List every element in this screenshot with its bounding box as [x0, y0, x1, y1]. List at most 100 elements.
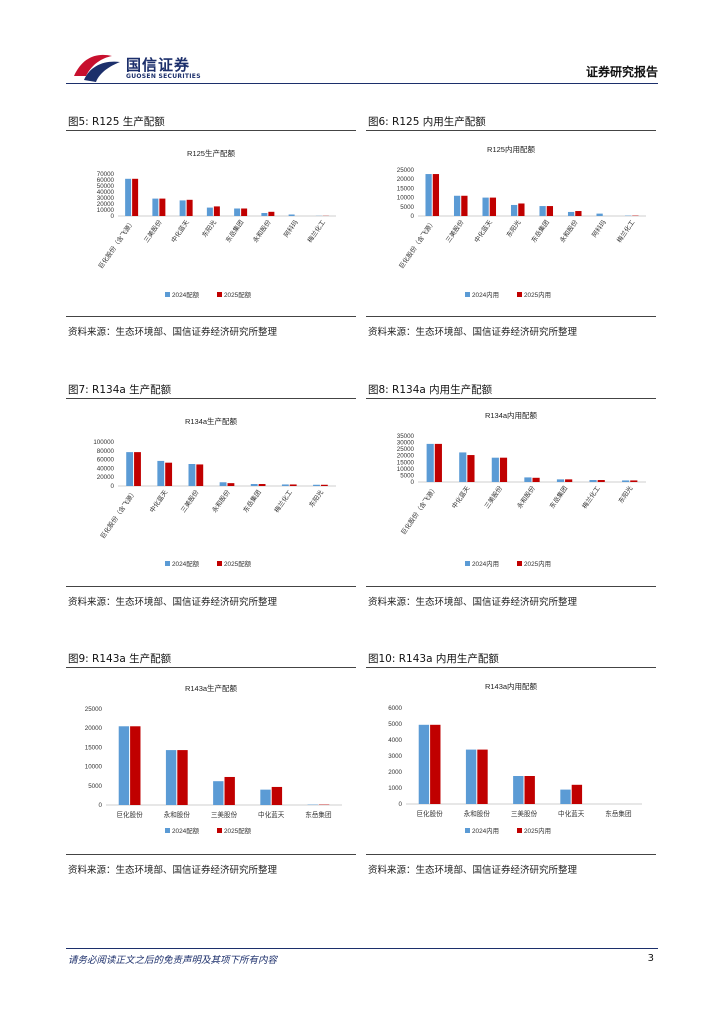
- bar-series-2025: [213, 206, 220, 216]
- logo-english-name: GUOSEN SECURITIES: [126, 73, 201, 80]
- bar-series-2024: [125, 178, 132, 216]
- x-tick-label: 阿科玛: [590, 218, 608, 239]
- x-tick-label: 梅兰化工: [305, 217, 327, 244]
- legend-label: 2025内用: [524, 290, 551, 299]
- figure-6-rule: [366, 130, 656, 131]
- footer-divider: [66, 948, 658, 949]
- y-tick-label: 25000: [397, 167, 415, 174]
- x-tick-label: 东阳光: [200, 217, 219, 238]
- chart-title: R134a内用配额: [485, 410, 538, 420]
- legend-swatch: [165, 828, 170, 833]
- legend-label: 2024配额: [172, 826, 200, 835]
- legend-label: 2024内用: [472, 290, 499, 299]
- legend-label: 2024配额: [172, 559, 200, 568]
- bar-series-2024: [539, 206, 546, 216]
- y-tick-label: 70000: [97, 171, 115, 178]
- y-tick-label: 100000: [93, 439, 114, 446]
- chart-r143a-domestic-quota: R143a内用配额 0 1000 2000 3000 4000 5000 6000 巨化股份 永和…: [366, 671, 656, 847]
- bar-series-2025: [177, 750, 188, 805]
- chart-r134a-quota: R134a生产配额 0 20000 40000 60000 80000 100000 巨化股份…: [66, 402, 356, 578]
- legend-label: 2024内用: [472, 826, 499, 835]
- bar-series-2024: [589, 480, 597, 482]
- chart-title: R143a内用配额: [485, 681, 538, 691]
- y-tick-label: 35000: [397, 433, 415, 440]
- bar-series-2025: [430, 724, 441, 804]
- bar-series-2024: [491, 457, 499, 482]
- y-tick-label: 80000: [97, 448, 115, 455]
- bar-series-2024: [425, 174, 432, 216]
- y-tick-label: 0: [111, 213, 115, 220]
- chart-title: R134a生产配额: [185, 416, 238, 426]
- x-tick-label: 中化蓝天: [169, 217, 191, 244]
- header-divider: [66, 83, 658, 84]
- bar-series-2025: [461, 195, 468, 216]
- y-tick-label: 20000: [397, 453, 415, 460]
- bar-series-2025: [575, 211, 582, 216]
- x-tick-label: 巨化股份（含飞源）: [399, 484, 439, 536]
- y-tick-label: 40000: [97, 465, 115, 472]
- figure-7-bottom-rule: [66, 586, 356, 587]
- legend-label: 2024配额: [172, 290, 200, 299]
- x-tick-label: 三美股份: [511, 809, 538, 818]
- y-tick-label: 25000: [85, 706, 103, 713]
- legend-label: 2025配额: [224, 290, 252, 299]
- legend-label: 2025内用: [524, 826, 551, 835]
- figure-7-title: 图7: R134a 生产配额: [68, 384, 172, 396]
- bar-series-2024: [234, 208, 241, 216]
- figure-9-title: 图9: R143a 生产配额: [68, 653, 172, 665]
- legend-swatch: [165, 292, 170, 297]
- figure-5-rule: [66, 130, 356, 131]
- bar-series-2024: [567, 211, 575, 216]
- bar-series-2024: [157, 460, 165, 486]
- bar-series-2024: [188, 464, 196, 486]
- legend-label: 2025配额: [224, 559, 252, 568]
- x-tick-label: 中化蓝天: [558, 809, 585, 818]
- x-tick-label: 巨化股份: [116, 810, 143, 819]
- y-tick-label: 3000: [388, 753, 402, 760]
- bar-series-2024: [213, 781, 224, 805]
- legend-swatch: [217, 292, 222, 297]
- y-tick-label: 50000: [97, 183, 115, 190]
- bar-series-2025: [571, 784, 583, 804]
- bar-series-2024: [465, 749, 477, 804]
- bar-series-2024: [556, 479, 565, 482]
- bar-series-2025: [524, 776, 535, 804]
- y-tick-label: 30000: [97, 195, 115, 202]
- bar-series-2025: [268, 211, 275, 216]
- legend-label: 2025配额: [224, 826, 252, 835]
- legend-swatch: [465, 828, 470, 833]
- x-tick-label: 巨化股份（含飞源）: [98, 488, 138, 540]
- bar-series-2024: [261, 213, 268, 216]
- bar-series-2024: [524, 477, 532, 482]
- bar-series-2024: [313, 484, 320, 486]
- bar-series-2025: [224, 776, 235, 805]
- bar-series-2024: [260, 789, 271, 805]
- figure-5-title: 图5: R125 生产配额: [68, 116, 165, 128]
- x-tick-label: 梅兰化工: [580, 483, 602, 510]
- bar-series-2024: [453, 195, 461, 216]
- bar-series-2025: [477, 749, 488, 804]
- legend-label: 2024内用: [472, 559, 499, 568]
- y-tick-label: 0: [99, 802, 103, 809]
- chart-r134a-domestic-quota: R134a内用配额 0 5000 10000 15000 20000 25000 30000 3…: [366, 402, 656, 578]
- y-tick-label: 4000: [388, 737, 402, 744]
- bar-series-2025: [546, 206, 554, 216]
- y-tick-label: 20000: [85, 725, 103, 732]
- bar-series-2025: [159, 198, 166, 216]
- figure-7-rule: [66, 398, 356, 399]
- bar-series-2024: [560, 789, 571, 804]
- figure-10-title: 图10: R143a 内用生产配额: [368, 653, 499, 665]
- x-tick-label: 三美股份: [443, 217, 465, 244]
- bar-series-2025: [196, 464, 204, 486]
- x-tick-label: 东岳集团: [223, 218, 245, 244]
- bar-series-2024: [622, 480, 630, 482]
- legend-swatch: [465, 292, 470, 297]
- brand-logo: 国信证券 GUOSEN SECURITIES: [72, 50, 232, 86]
- bar-series-2024: [513, 776, 524, 804]
- x-tick-label: 巨化股份（含飞源）: [397, 218, 437, 270]
- figure-10-bottom-rule: [366, 854, 656, 855]
- footer-disclaimer: 请务必阅读正文之后的免责声明及其项下所有内容: [68, 955, 278, 966]
- bar-series-2024: [510, 204, 518, 216]
- y-tick-label: 0: [399, 801, 403, 808]
- figure-6-source: 资料来源：生态环境部、国信证券经济研究所整理: [368, 327, 578, 338]
